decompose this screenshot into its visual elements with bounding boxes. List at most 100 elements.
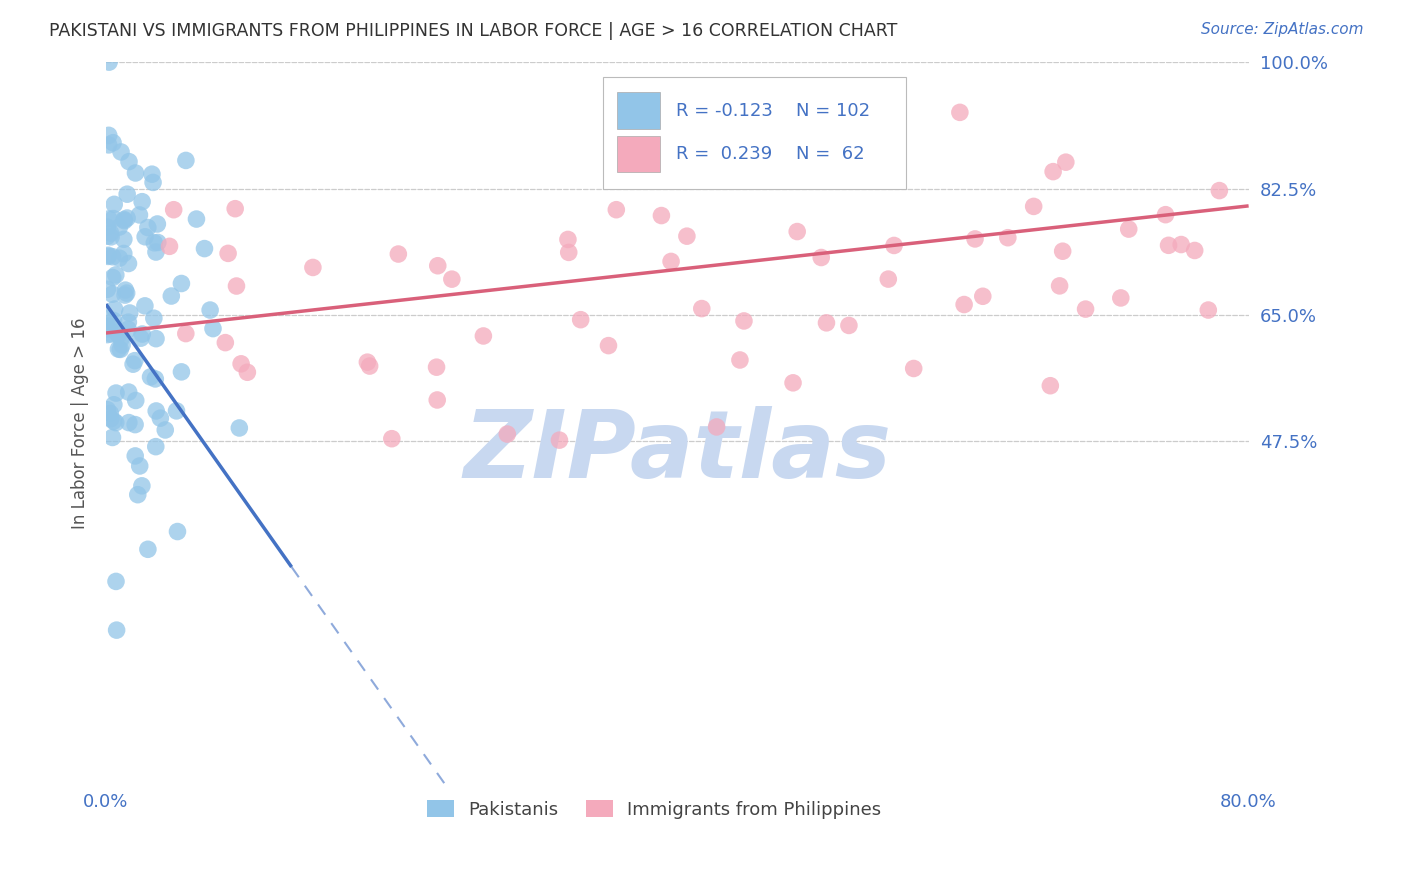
Point	[103, 414, 125, 428]
Point	[114, 283, 136, 297]
Point	[96, 282, 118, 296]
Point	[440, 272, 463, 286]
Point	[124, 166, 146, 180]
Point	[149, 411, 172, 425]
Point	[143, 372, 166, 386]
Point	[997, 230, 1019, 244]
Text: N = 102: N = 102	[796, 102, 870, 120]
Point	[160, 289, 183, 303]
Point	[706, 420, 728, 434]
Y-axis label: In Labor Force | Age > 16: In Labor Force | Age > 16	[72, 318, 89, 529]
Point	[115, 211, 138, 225]
Point	[193, 242, 215, 256]
Point	[1052, 244, 1074, 259]
Point	[103, 313, 125, 327]
Point	[426, 392, 449, 407]
Point	[118, 306, 141, 320]
Point	[214, 335, 236, 350]
Point	[236, 365, 259, 379]
Point	[118, 416, 141, 430]
Point	[101, 430, 124, 444]
Point	[381, 432, 404, 446]
Point	[124, 449, 146, 463]
Point	[112, 213, 135, 227]
Point	[838, 318, 860, 333]
Point	[225, 279, 247, 293]
Point	[1042, 164, 1064, 178]
Point	[605, 202, 627, 217]
Point	[100, 230, 122, 244]
Point	[1208, 184, 1230, 198]
Point	[101, 136, 124, 150]
Point	[98, 319, 121, 334]
Point	[103, 398, 125, 412]
Point	[425, 360, 447, 375]
Point	[145, 440, 167, 454]
Point	[1118, 222, 1140, 236]
Point	[228, 421, 250, 435]
Text: Source: ZipAtlas.com: Source: ZipAtlas.com	[1201, 22, 1364, 37]
Point	[136, 542, 159, 557]
Point	[557, 232, 579, 246]
Point	[115, 187, 138, 202]
Point	[1170, 237, 1192, 252]
Point	[128, 208, 150, 222]
Point	[101, 270, 124, 285]
Point	[107, 327, 129, 342]
Point	[166, 404, 188, 418]
Point	[1039, 378, 1062, 392]
Point	[127, 488, 149, 502]
Point	[108, 251, 131, 265]
Point	[96, 220, 118, 235]
Point	[159, 239, 181, 253]
Point	[903, 361, 925, 376]
Point	[949, 105, 972, 120]
Point	[141, 167, 163, 181]
Point	[96, 229, 118, 244]
Point	[117, 315, 139, 329]
Point	[117, 322, 139, 336]
Point	[472, 329, 495, 343]
Point	[98, 406, 121, 420]
Point	[810, 251, 832, 265]
Point	[782, 376, 804, 390]
Point	[650, 209, 672, 223]
Point	[105, 623, 128, 637]
Point	[659, 254, 682, 268]
Point	[877, 272, 900, 286]
Point	[105, 574, 128, 589]
Point	[128, 458, 150, 473]
Point	[146, 235, 169, 250]
Point	[163, 202, 186, 217]
Point	[110, 343, 132, 357]
Point	[125, 393, 148, 408]
Point	[101, 287, 124, 301]
Point	[129, 331, 152, 345]
Point	[146, 217, 169, 231]
Point	[186, 212, 208, 227]
FancyBboxPatch shape	[617, 93, 661, 128]
Point	[972, 289, 994, 303]
Text: ZIPatlas: ZIPatlas	[463, 406, 891, 498]
Point	[97, 137, 120, 152]
Point	[124, 353, 146, 368]
Point	[166, 524, 188, 539]
Point	[786, 225, 808, 239]
Point	[963, 232, 986, 246]
FancyBboxPatch shape	[603, 77, 905, 188]
Point	[569, 312, 592, 326]
Point	[100, 326, 122, 341]
Point	[201, 321, 224, 335]
Point	[387, 247, 409, 261]
Legend: Pakistanis, Immigrants from Philippines: Pakistanis, Immigrants from Philippines	[420, 793, 889, 826]
Point	[198, 303, 221, 318]
Point	[100, 226, 122, 240]
Point	[1197, 303, 1219, 318]
Point	[1022, 199, 1045, 213]
Text: R = -0.123: R = -0.123	[676, 102, 773, 120]
Point	[815, 316, 838, 330]
Point	[1054, 155, 1077, 169]
Point	[170, 365, 193, 379]
Point	[101, 250, 124, 264]
Point	[229, 357, 252, 371]
